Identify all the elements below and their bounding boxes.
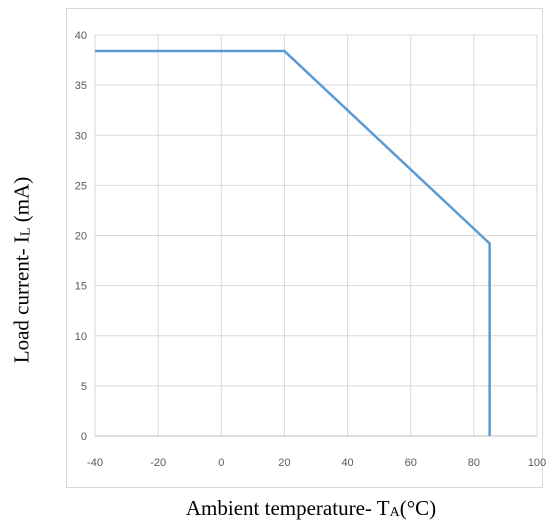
x-tick-label: 100 — [528, 457, 546, 469]
y-tick-label: 40 — [75, 30, 87, 42]
chart-frame — [66, 8, 543, 488]
y-tick-label: 0 — [81, 431, 87, 443]
x-tick-label: -40 — [87, 457, 103, 469]
x-tick-label: 20 — [278, 457, 290, 469]
y-tick-label: 35 — [75, 80, 87, 92]
y-tick-label: 10 — [75, 331, 87, 343]
y-tick-label: 20 — [75, 231, 87, 243]
y-tick-label: 25 — [75, 180, 87, 192]
x-tick-label: 40 — [341, 457, 353, 469]
y-tick-label: 15 — [75, 281, 87, 293]
series-line — [95, 49, 491, 436]
y-axis-title: Load current- IL (mA) — [9, 176, 34, 364]
x-axis-title: Ambient temperature- TA(°C) — [185, 496, 437, 520]
x-tick-label: 80 — [468, 457, 480, 469]
y-tick-label: 30 — [75, 130, 87, 142]
x-tick-label: -20 — [150, 457, 166, 469]
x-tick-label: 0 — [218, 457, 224, 469]
x-tick-label: 60 — [405, 457, 417, 469]
y-tick-label: 5 — [81, 381, 87, 393]
